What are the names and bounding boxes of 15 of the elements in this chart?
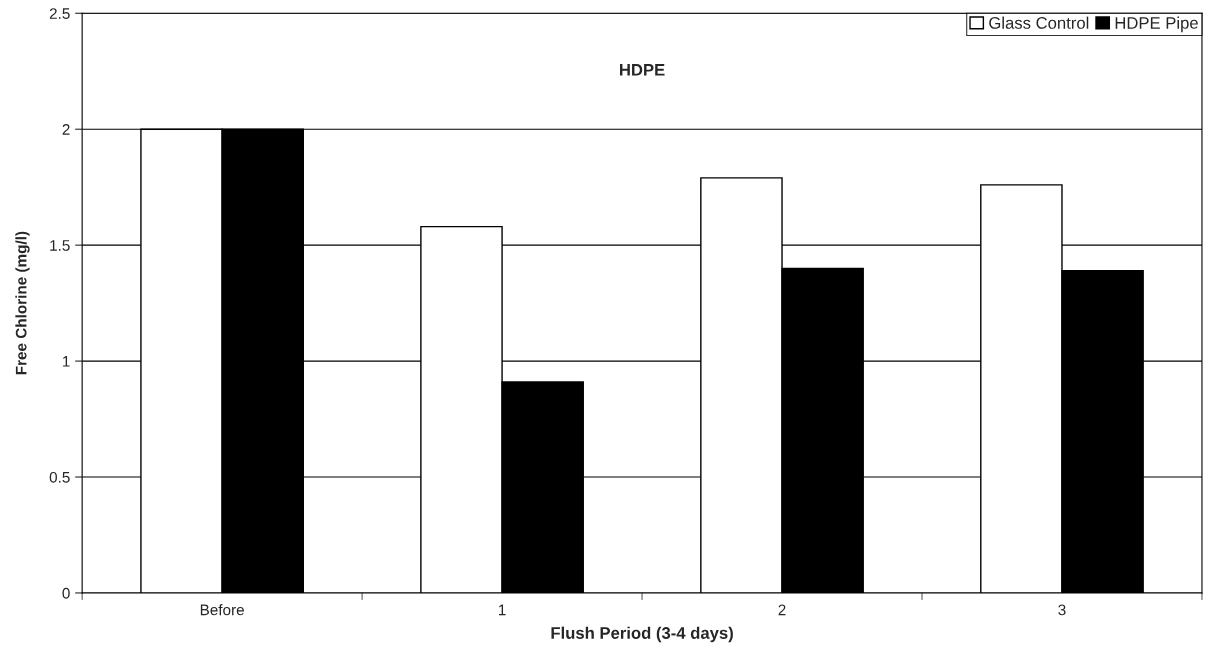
text: HDPE: [620, 64, 665, 76]
x-tick-label: 1: [498, 604, 506, 616]
y-tick-label: 2.5: [49, 8, 70, 19]
y-tick-label: 0: [62, 587, 70, 599]
x-tick-label: 3: [1058, 604, 1066, 616]
y-tick-label: 0.5: [49, 471, 70, 483]
x-tick-label: Before: [200, 604, 244, 616]
y-tick-label: 2: [62, 124, 70, 135]
x-tick-label: 2: [778, 604, 786, 616]
legend-label: HDPE Pipe: [1115, 16, 1198, 33]
y-tick-label: 1: [63, 356, 70, 367]
legend-label: Glass Control: [989, 16, 1089, 29]
x-axis-title: Flush Period (3-4 days): [551, 626, 733, 643]
y-tick-label: 1.5: [50, 240, 70, 251]
y-axis-title: Free Chlorine (mg/l): [15, 231, 30, 375]
